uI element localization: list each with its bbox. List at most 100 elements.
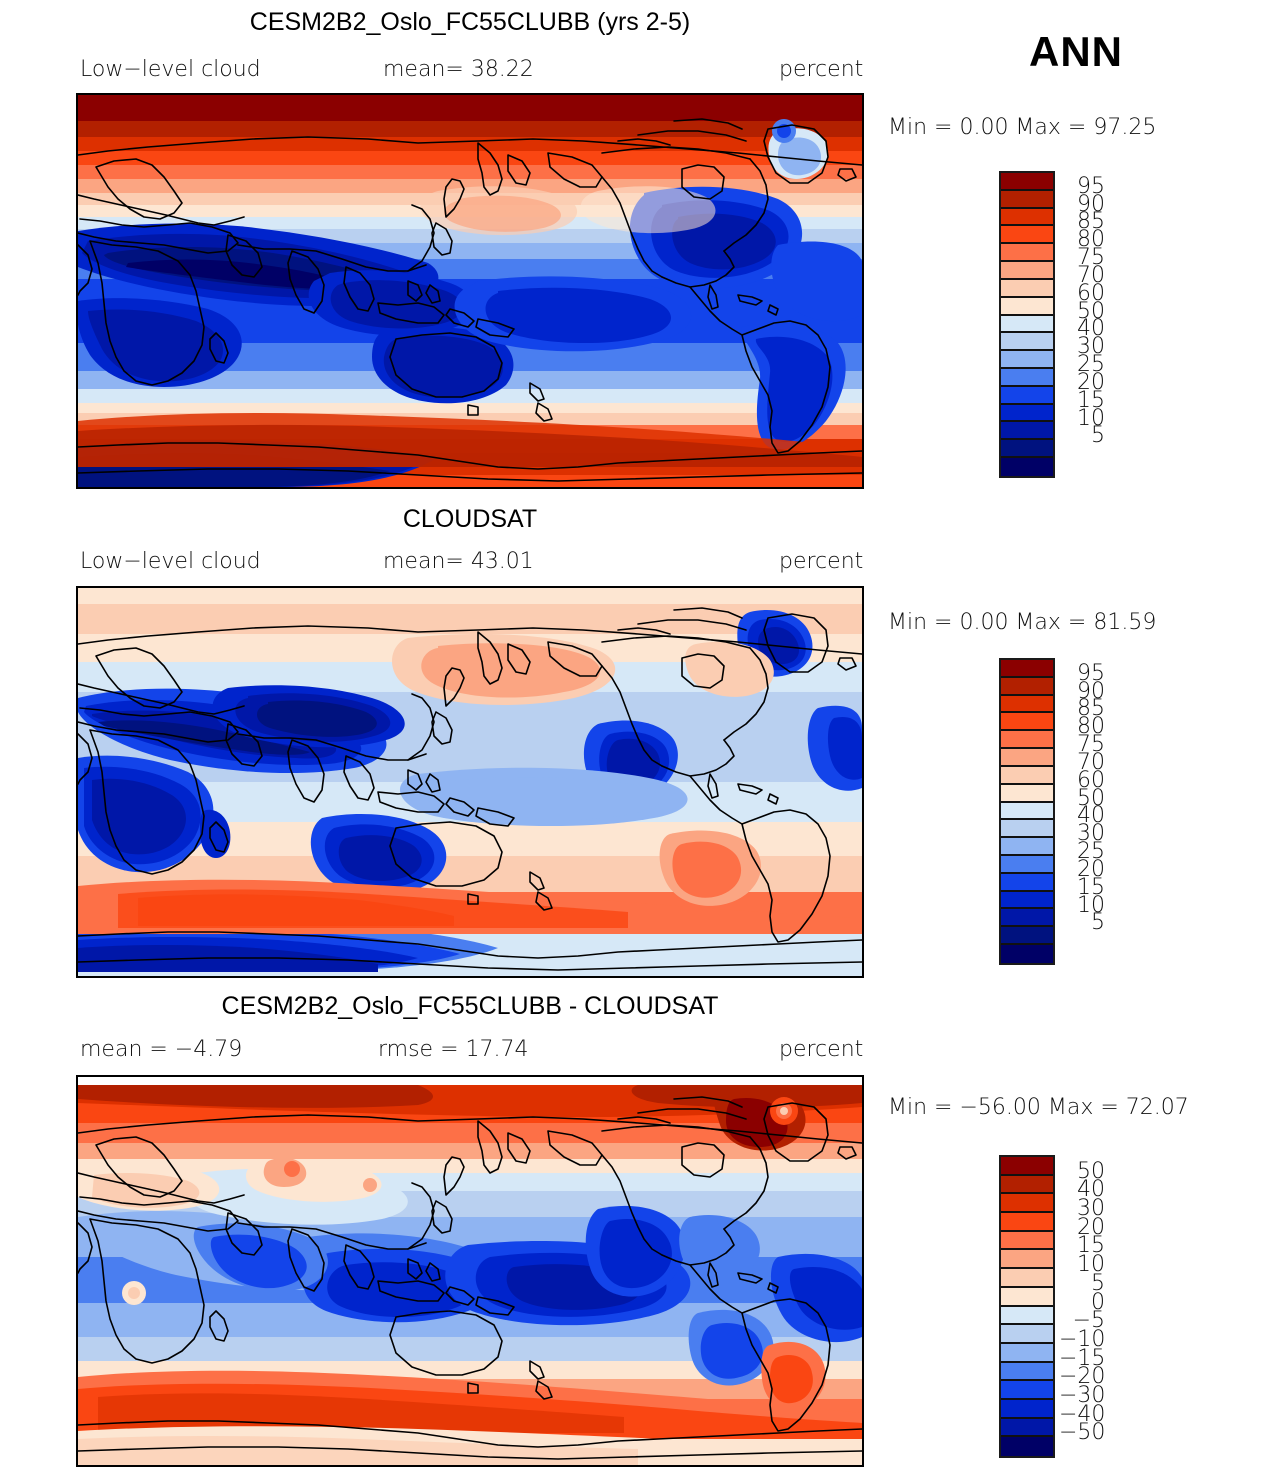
colorbar-model-swatches	[999, 171, 1055, 478]
map-obs	[76, 586, 864, 978]
colorbar-band	[1001, 1194, 1053, 1214]
colorbar-tick-label: 25	[1077, 839, 1105, 865]
colorbar-band	[1001, 1213, 1053, 1232]
colorbar-band	[1001, 1157, 1053, 1176]
colorbar-band	[1001, 422, 1053, 441]
panel-mean-label-model: mean= 38.22	[383, 57, 534, 82]
colorbar-tick-label: 70	[1077, 262, 1105, 288]
colorbar-tick-label: 40	[1077, 803, 1105, 829]
colorbar-band	[1001, 315, 1053, 334]
colorbar-band	[1001, 440, 1053, 458]
colorbar-tick-label: 90	[1077, 678, 1105, 704]
colorbar-tick-label: 95	[1077, 660, 1105, 686]
panel-title-diff: CESM2B2_Oslo_FC55CLUBB - CLOUDSAT	[221, 992, 719, 1020]
colorbar-band	[1001, 1381, 1053, 1400]
colorbar-tick-label: −40	[1059, 1401, 1106, 1427]
colorbar-band	[1001, 1418, 1053, 1438]
colorbar-band	[1001, 1362, 1053, 1382]
colorbar-band	[1001, 1250, 1053, 1270]
panel-title-obs: CLOUDSAT	[402, 505, 538, 533]
colorbar-tick-label: 20	[1077, 1214, 1105, 1240]
colorbar-band	[1001, 820, 1053, 839]
colorbar-obs[interactable]: 95 90 85 80 75 70 60 50 40 30 25 20 15 10 5	[999, 658, 1105, 965]
colorbar-tick-label: 40	[1077, 1177, 1105, 1203]
colorbar-band	[1001, 1437, 1053, 1456]
colorbar-band	[1001, 838, 1053, 856]
panel-units-label-model: percent	[779, 57, 864, 82]
colorbar-band	[1001, 855, 1053, 874]
colorbar-tick-label: 10	[1077, 892, 1105, 918]
colorbar-model[interactable]: 95 90 85 80 75 70 60 50 40 30 25 20 15 10 5	[999, 171, 1105, 478]
colorbar-tick-label: −30	[1059, 1382, 1106, 1408]
colorbar-band	[1001, 297, 1053, 316]
colorbar-tick-label: 50	[1077, 298, 1105, 324]
colorbar-band	[1001, 1231, 1053, 1251]
colorbar-tick-label: 50	[1077, 785, 1105, 811]
colorbar-band	[1001, 660, 1053, 678]
panel-units-label-diff: percent	[779, 1037, 864, 1062]
map-diff-svg	[78, 1077, 862, 1465]
panel-units-label-obs: percent	[779, 549, 864, 574]
colorbar-obs-swatches	[999, 658, 1055, 965]
colorbar-band	[1001, 458, 1053, 476]
colorbar-band	[1001, 1343, 1053, 1363]
minmax-model: Min = 0.00 Max = 97.25	[888, 115, 1157, 140]
colorbar-band	[1001, 279, 1053, 298]
colorbar-tick-label: 50	[1077, 1158, 1105, 1184]
colorbar-band	[1001, 404, 1053, 423]
colorbar-tick-label: 20	[1077, 856, 1105, 882]
colorbar-band	[1001, 945, 1053, 963]
colorbar-tick-label: 75	[1077, 732, 1105, 758]
colorbar-band	[1001, 1325, 1053, 1344]
colorbar-tick-label: 30	[1077, 821, 1105, 847]
colorbar-band	[1001, 749, 1053, 767]
colorbar-band	[1001, 1306, 1053, 1326]
colorbar-tick-label: 15	[1077, 1233, 1105, 1259]
colorbar-band	[1001, 1175, 1053, 1195]
colorbar-band	[1001, 351, 1053, 369]
colorbar-tick-label: 25	[1077, 352, 1105, 378]
panel-variable-label-obs: Low−level cloud	[80, 549, 261, 574]
colorbar-tick-label: 20	[1077, 369, 1105, 395]
panel-title-model: CESM2B2_Oslo_FC55CLUBB (yrs 2-5)	[249, 8, 691, 36]
colorbar-band	[1001, 784, 1053, 803]
panel-rmse-label-diff: rmse = 17.74	[378, 1037, 529, 1062]
colorbar-band	[1001, 927, 1053, 945]
colorbar-diff-labels: 50 40 30 20 15 10 5 0 −5 −10 −15 −20 −30 −40 −50	[1059, 1155, 1111, 1458]
colorbar-band	[1001, 713, 1053, 732]
panel-mean-label-diff: mean = −4.79	[80, 1037, 243, 1062]
colorbar-band	[1001, 891, 1053, 910]
map-diff	[76, 1075, 864, 1467]
colorbar-model-labels: 95 90 85 80 75 70 60 50 40 30 25 20 15 10 5	[1059, 171, 1107, 478]
colorbar-tick-label: 15	[1077, 874, 1105, 900]
colorbar-band	[1001, 909, 1053, 928]
colorbar-tick-label: 40	[1077, 316, 1105, 342]
colorbar-tick-label: 75	[1077, 245, 1105, 271]
colorbar-obs-labels: 95 90 85 80 75 70 60 50 40 30 25 20 15 10 5	[1059, 658, 1107, 965]
colorbar-band	[1001, 695, 1053, 714]
colorbar-tick-label: −50	[1059, 1420, 1106, 1446]
colorbar-tick-label: −10	[1059, 1326, 1106, 1352]
colorbar-band	[1001, 244, 1053, 263]
colorbar-band	[1001, 1269, 1053, 1288]
colorbar-tick-label: −15	[1059, 1345, 1106, 1371]
colorbar-band	[1001, 731, 1053, 750]
colorbar-band	[1001, 262, 1053, 280]
colorbar-band	[1001, 1287, 1053, 1307]
colorbar-tick-label: 60	[1077, 767, 1105, 793]
colorbar-band	[1001, 226, 1053, 245]
colorbar-band	[1001, 173, 1053, 191]
colorbar-band	[1001, 386, 1053, 405]
colorbar-band	[1001, 1399, 1053, 1419]
minmax-diff: Min = −56.00 Max = 72.07	[888, 1095, 1189, 1120]
map-model	[76, 93, 864, 489]
panel-variable-label-model: Low−level cloud	[80, 57, 261, 82]
colorbar-diff[interactable]: 50 40 30 20 15 10 5 0 −5 −10 −15 −20 −30 −40 −50	[999, 1155, 1105, 1458]
colorbar-band	[1001, 208, 1053, 227]
colorbar-tick-label: 5	[1091, 423, 1105, 449]
colorbar-tick-label: 0	[1091, 1289, 1105, 1315]
colorbar-tick-label: 5	[1091, 910, 1105, 936]
colorbar-tick-label: 80	[1077, 227, 1105, 253]
colorbar-tick-label: 30	[1077, 1196, 1105, 1222]
season-label: ANN	[1029, 28, 1123, 75]
